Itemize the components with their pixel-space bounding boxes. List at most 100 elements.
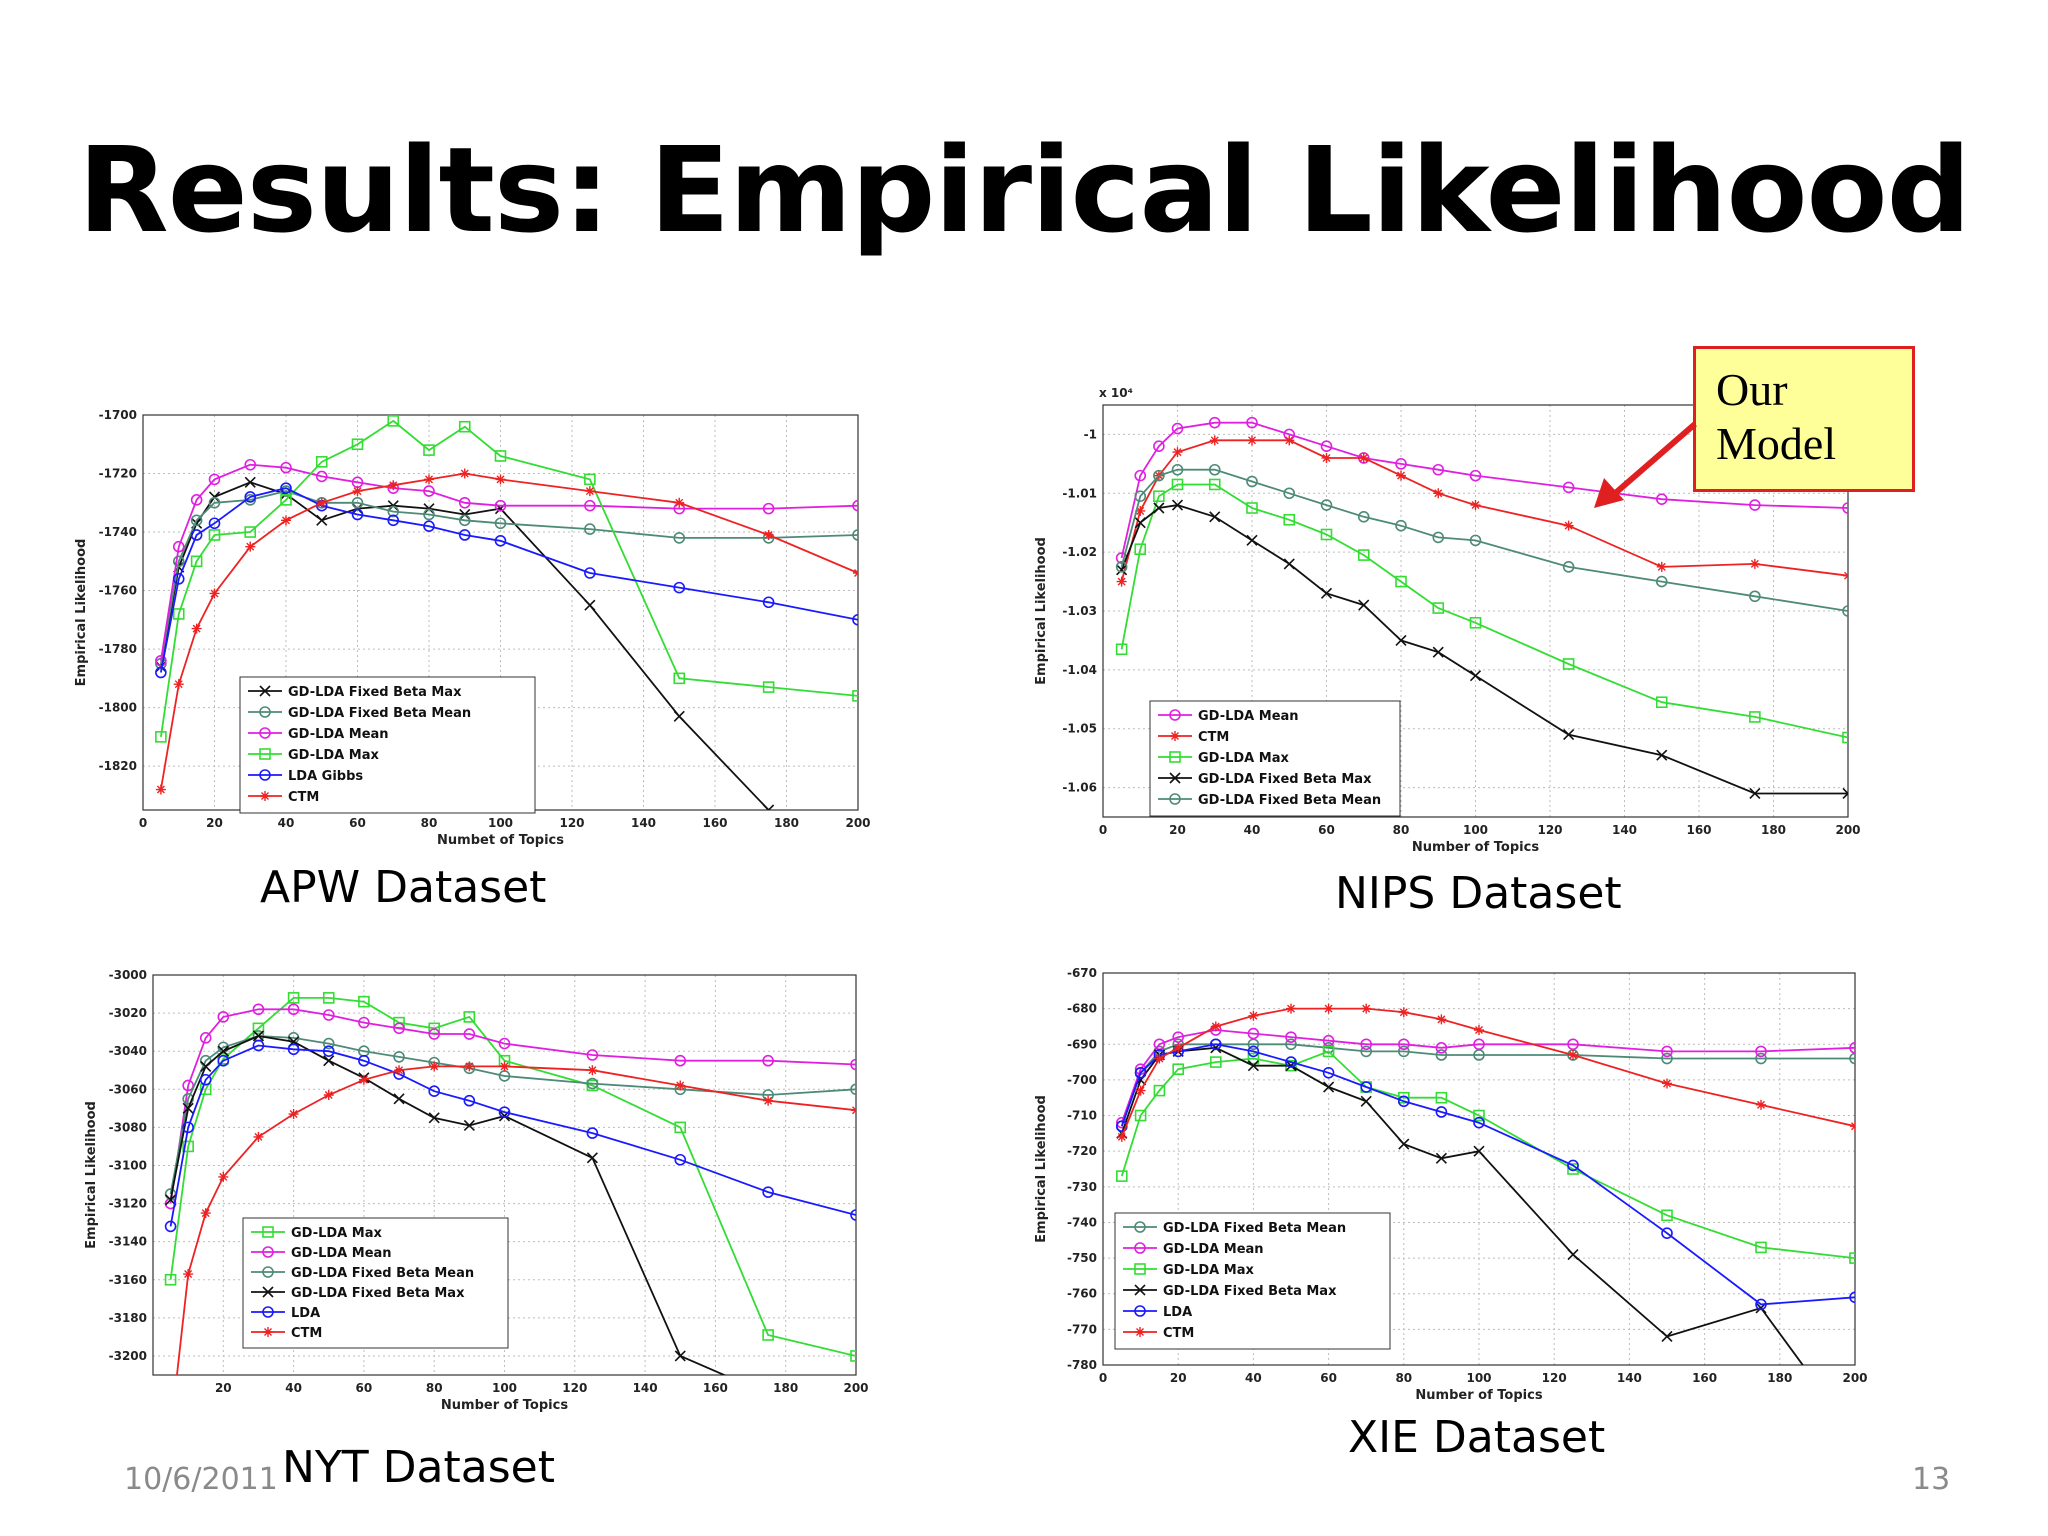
data-point-ctm: [388, 480, 399, 491]
data-point-gd-lda-fixed-beta-mean: [1655, 575, 1668, 588]
data-point-gd-lda-mean: [1247, 1027, 1260, 1040]
x-tick-label: 200: [843, 1381, 868, 1395]
data-point-gd-lda-fixed-beta-max: [459, 508, 471, 521]
y-tick-label: -750: [1067, 1251, 1097, 1265]
x-tick-label: 100: [1466, 1371, 1491, 1385]
data-point-gd-lda-max: [351, 438, 364, 451]
data-point-gd-lda-max: [358, 995, 370, 1008]
data-point-ctm: [1474, 1025, 1484, 1036]
data-point-lda: [586, 1127, 599, 1139]
data-point-gd-lda-mean: [586, 1049, 599, 1061]
data-point-ctm: [1662, 1078, 1672, 1089]
data-point-gd-lda-mean: [1320, 440, 1333, 453]
legend-label-lda: LDA: [1163, 1305, 1192, 1320]
data-point-ctm: [1361, 1003, 1372, 1014]
data-point-gd-lda-mean: [1172, 1031, 1184, 1043]
y-tick-label: -3080: [109, 1120, 147, 1134]
x-tick-label: 60: [1318, 823, 1335, 837]
legend-marker-gd-lda-fixed-beta-max: [1134, 1284, 1146, 1296]
x-tick-label: 80: [426, 1381, 443, 1395]
y-tick-label: -780: [1067, 1358, 1097, 1372]
data-point-ctm: [155, 784, 166, 795]
data-point-ctm: [352, 486, 363, 497]
legend-marker-gd-lda-fixed-beta-mean: [259, 706, 271, 718]
data-point-gd-lda-fixed-beta-mean: [1283, 487, 1296, 500]
y-tick-label: -1.05: [1062, 722, 1097, 736]
x-tick-label: 180: [1761, 823, 1786, 837]
data-point-gd-lda-max: [1172, 1063, 1184, 1076]
data-point-gd-lda-fixed-beta-mean: [586, 1077, 599, 1090]
our-model-callout: Our Model: [1693, 346, 1915, 492]
data-point-gd-lda-max: [1473, 1109, 1485, 1122]
plot-frame: [1102, 972, 1856, 1366]
data-point-gd-lda-mean: [458, 496, 471, 509]
data-point-gd-lda-fixed-beta-max: [586, 1152, 598, 1164]
legend-marker-gd-lda-fixed-beta-mean: [262, 1266, 274, 1278]
data-point-lda-gibbs: [762, 596, 775, 609]
x-tick-label: 180: [773, 1381, 798, 1395]
data-point-lda: [1473, 1116, 1485, 1129]
data-point-ctm: [424, 474, 434, 485]
y-tick-label: -730: [1067, 1180, 1097, 1194]
data-point-gd-lda-mean: [208, 473, 221, 486]
y-tick-label: -3020: [109, 1006, 147, 1020]
data-point-ctm: [1470, 500, 1481, 511]
data-point-ctm: [1323, 1003, 1334, 1014]
data-point-gd-lda-fixed-beta-max: [1656, 749, 1668, 761]
data-point-gd-lda-max: [674, 1121, 687, 1134]
data-point-ctm: [1154, 1053, 1165, 1064]
data-point-lda-gibbs: [172, 573, 185, 585]
legend: GD-LDA Max GD-LDA Mean GD-LDA Fixed Beta M…: [242, 1217, 509, 1349]
data-point-ctm: [1116, 576, 1127, 587]
data-point-gd-lda-max: [1208, 478, 1221, 491]
x-tick-label: 0: [1099, 823, 1107, 837]
data-point-lda-gibbs: [423, 520, 435, 532]
data-point-lda: [1134, 1066, 1147, 1079]
data-point-gd-lda-fixed-beta-mean: [1435, 1049, 1448, 1061]
data-point-gd-lda-fixed-beta-max: [1320, 587, 1333, 599]
y-tick-label: -3100: [109, 1158, 147, 1172]
legend-marker-ctm: [263, 1327, 273, 1337]
data-point-ctm: [459, 468, 470, 479]
series-line-gd-lda-mean: [169, 1008, 856, 1204]
data-point-ctm: [1135, 505, 1146, 516]
data-point-gd-lda-fixed-beta-max: [351, 503, 364, 515]
data-point-gd-lda-fixed-beta-mean: [852, 529, 858, 541]
data-point-gd-lda-fixed-beta-mean: [1285, 1038, 1297, 1051]
y-tick-label: -1760: [99, 584, 137, 598]
data-point-gd-lda-fixed-beta-mean: [1749, 590, 1761, 603]
data-point-gd-lda-max: [1849, 1252, 1855, 1264]
data-point-ctm: [587, 1065, 598, 1076]
data-point-lda: [164, 1220, 177, 1233]
x-tick-label: 100: [1463, 823, 1488, 837]
data-point-gd-lda-fixed-beta-max: [673, 710, 685, 722]
x-tick-label: 160: [1692, 1371, 1717, 1385]
legend-label-gd-lda-fixed-beta-max: GD-LDA Fixed Beta Max: [1198, 772, 1372, 787]
series-group: [155, 415, 858, 810]
legend-marker-gd-lda-max: [259, 748, 271, 760]
footer-date: 10/6/2011: [124, 1462, 278, 1497]
data-point-gd-lda-max: [155, 731, 167, 743]
data-point-gd-lda-mean: [762, 1054, 774, 1067]
data-point-lda: [1210, 1038, 1222, 1051]
data-point-gd-lda-fixed-beta-mean: [1395, 519, 1407, 532]
data-point-gd-lda-max: [322, 992, 335, 1004]
legend-marker-gd-lda-max: [1169, 751, 1181, 763]
data-point-lda-gibbs: [190, 529, 203, 541]
data-point-ctm: [200, 1208, 211, 1219]
data-point-gd-lda-fixed-beta-mean: [387, 505, 400, 518]
y-tick-label: -3060: [109, 1082, 147, 1096]
data-point-gd-lda-max: [252, 1022, 265, 1035]
data-point-gd-lda-mean: [199, 1032, 212, 1044]
data-point-gd-lda-fixed-beta-max: [463, 1119, 475, 1132]
x-tick-label: 20: [1169, 823, 1186, 837]
data-point-ctm: [1568, 1049, 1578, 1060]
data-point-ctm: [1284, 435, 1295, 446]
y-tick-label: -3180: [109, 1311, 147, 1325]
data-point-ctm: [1248, 1010, 1259, 1021]
data-point-gd-lda-mean: [1134, 469, 1147, 482]
legend-box: [239, 676, 536, 814]
x-tick-label: 200: [1835, 823, 1860, 837]
data-point-gd-lda-fixed-beta-mean: [1661, 1052, 1673, 1065]
data-point-gd-lda-max: [423, 444, 435, 456]
